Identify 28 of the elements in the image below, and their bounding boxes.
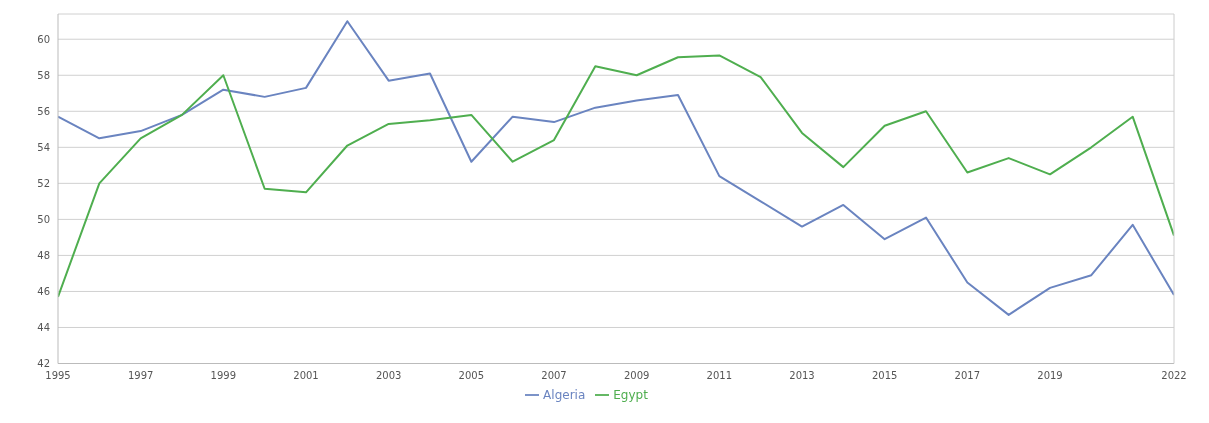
line-series <box>58 20 1174 316</box>
y-tick-label: 48 <box>37 249 50 261</box>
y-tick-label: 50 <box>37 213 50 225</box>
x-tick-label: 2013 <box>789 369 815 381</box>
x-tick-label: 2019 <box>1037 369 1063 381</box>
x-tick-label: 2005 <box>458 369 485 381</box>
x-tick-label: 2007 <box>541 369 567 381</box>
x-tick-label: 2009 <box>623 369 650 381</box>
line-series <box>58 54 1174 298</box>
y-tick-label: 46 <box>37 285 50 297</box>
x-tick-label: 1997 <box>127 369 154 381</box>
y-tick-label: 54 <box>37 141 50 153</box>
x-tick-label: 2017 <box>954 369 981 381</box>
x-tick-label: 2015 <box>871 369 898 381</box>
y-tick-label: 58 <box>37 69 50 81</box>
x-tick-label: 2003 <box>375 369 402 381</box>
legend-label: Algeria <box>543 387 586 402</box>
x-tick-label: 2022 <box>1161 369 1187 381</box>
x-tick-label: 1999 <box>210 369 237 381</box>
x-tick-label: 1995 <box>45 369 71 381</box>
legend-label: Egypt <box>613 387 648 402</box>
y-tick-label: 60 <box>37 33 50 45</box>
y-tick-label: 56 <box>37 105 50 117</box>
y-tick-label: 52 <box>37 177 50 189</box>
x-tick-label: 2001 <box>293 369 319 381</box>
y-tick-label: 44 <box>37 322 50 334</box>
y-tick-label: 42 <box>37 358 50 370</box>
x-tick-label: 2011 <box>706 369 733 381</box>
